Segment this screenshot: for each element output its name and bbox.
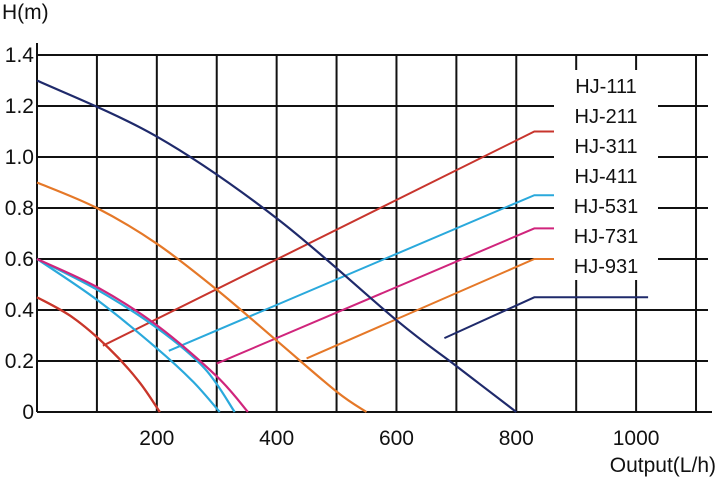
legend-label: HJ-731 <box>574 226 638 248</box>
legend-leader-line <box>443 296 649 340</box>
legend: HJ-111 HJ-211 HJ-311 HJ-411 HJ-531 HJ-731 HJ-9… <box>554 70 658 280</box>
legend-label: HJ-531 <box>574 196 638 218</box>
x-tick-label: 400 <box>259 427 294 450</box>
y-tick-label: 0.8 <box>5 197 34 220</box>
x-tick-label: 800 <box>499 427 534 450</box>
x-tick-label: 1000 <box>613 427 660 450</box>
legend-label: HJ-411 <box>575 166 638 188</box>
y-tick-label: 1.0 <box>5 146 34 169</box>
y-tick-label: 1.4 <box>5 44 35 67</box>
legend-label: HJ-111 <box>575 76 637 98</box>
legend-label: HJ-211 <box>575 106 638 128</box>
x-tick-label: 600 <box>379 427 414 450</box>
legend-box <box>554 70 658 280</box>
series-curves <box>36 79 517 413</box>
tick-labels: 0 0.2 0.4 0.6 0.8 1.0 1.2 1.4 200 400 600 800 1000 <box>5 44 660 450</box>
legend-label: HJ-311 <box>575 136 638 158</box>
legend-label: HJ-931 <box>574 256 638 278</box>
y-tick-label: 0.4 <box>5 299 35 322</box>
series-line <box>36 181 368 413</box>
y-tick-label: 0.6 <box>5 248 34 271</box>
y-tick-label: 1.2 <box>5 95 34 118</box>
axes <box>36 43 712 413</box>
y-tick-label: 0 <box>22 401 34 424</box>
series-line <box>36 258 236 413</box>
y-axis-label: H(m) <box>2 1 49 24</box>
x-tick-label: 200 <box>139 427 174 450</box>
series-line <box>36 258 249 413</box>
x-axis-label: Output(L/h) <box>610 454 716 477</box>
y-tick-label: 0.2 <box>5 350 34 373</box>
series-line <box>36 296 161 413</box>
series-line <box>36 258 221 413</box>
series-line <box>36 79 517 413</box>
